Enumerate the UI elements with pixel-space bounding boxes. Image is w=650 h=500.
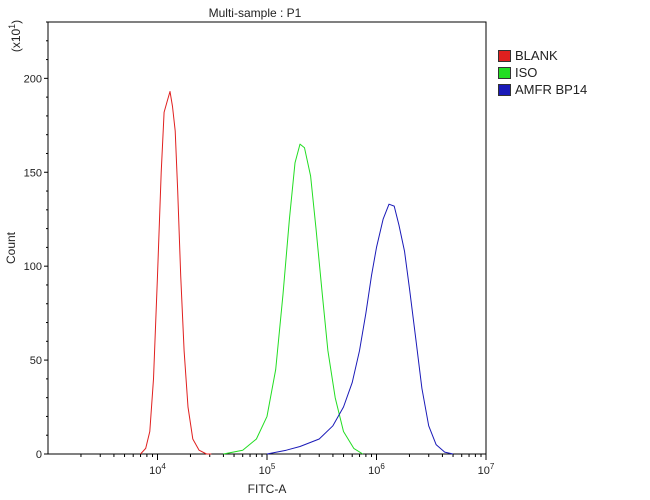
y-multiplier-base: (x10 <box>9 29 23 53</box>
svg-text:(x101): (x101) <box>7 20 23 52</box>
legend-item-iso: ISO <box>498 64 587 81</box>
x-tick-label: 107 <box>478 462 495 477</box>
series-line-iso <box>223 143 364 455</box>
legend-label-amfr-bp14: AMFR BP14 <box>515 82 588 97</box>
x-axis: 104 105 106 107 <box>80 454 495 477</box>
legend-swatch-blank <box>498 49 511 62</box>
y-tick-label: 50 <box>30 355 42 367</box>
y-tick-label: 0 <box>36 449 42 461</box>
y-tick-label: 200 <box>24 73 42 85</box>
series-lines <box>140 91 454 455</box>
x-tick-label: 106 <box>368 462 385 477</box>
y-multiplier-exp: 1 <box>7 24 17 29</box>
x-tick-label: 104 <box>149 462 166 477</box>
legend: BLANK ISO AMFR BP14 <box>498 47 587 98</box>
chart-title: Multi-sample : P1 <box>209 6 302 20</box>
series-line-amfr-bp14 <box>266 203 454 455</box>
plot-frame <box>47 21 487 455</box>
y-tick-label: 150 <box>24 167 42 179</box>
y-axis-label: Count <box>4 231 18 264</box>
legend-item-blank: BLANK <box>498 47 587 64</box>
series-line-blank <box>140 91 212 455</box>
legend-item-amfr-bp14: AMFR BP14 <box>498 81 587 98</box>
legend-label-iso: ISO <box>515 65 538 80</box>
legend-label-blank: BLANK <box>515 48 558 63</box>
legend-swatch-amfr-bp14 <box>498 83 511 96</box>
x-tick-label: 105 <box>259 462 276 477</box>
y-tick-label: 100 <box>24 261 42 273</box>
y-axis: 0 50 100 150 200 <box>24 21 48 461</box>
legend-swatch-iso <box>498 66 511 79</box>
x-axis-label: FITC-A <box>248 482 287 496</box>
y-multiplier-label: (x101) <box>7 20 23 52</box>
